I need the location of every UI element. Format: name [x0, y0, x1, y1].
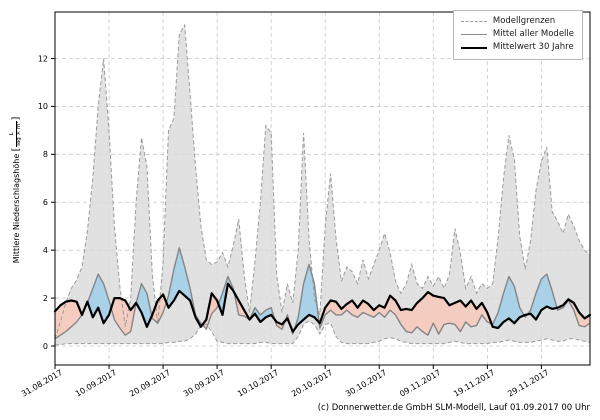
x-tick-label: 20.09.2017	[128, 368, 172, 399]
model-min-line	[55, 320, 591, 346]
unit-denominator: Tag × m²	[15, 121, 22, 147]
y-axis-label: Mittlere Niederschlagshöhe [L Tag × m²]	[9, 70, 28, 310]
model-max-line	[54, 23, 591, 339]
legend-label: Mittelwert 30 Jahre	[492, 42, 574, 53]
legend-item-modellgrenzen: Modellgrenzen	[460, 15, 574, 28]
above-normal-fill	[491, 276, 525, 328]
y-tick-label: 12	[38, 54, 48, 63]
x-tick-label: 31.08.2017	[20, 368, 64, 399]
model-range-band	[55, 25, 590, 345]
x-tick-label: 10.09.2017	[74, 368, 118, 399]
black-line-sample-icon	[460, 46, 487, 49]
above-normal-fill	[249, 307, 275, 322]
y-tick-label: 8	[43, 150, 48, 159]
x-tick-label: 30.10.2017	[344, 368, 388, 399]
x-tick-label: 10.10.2017	[236, 368, 280, 399]
x-tick-label: 20.10.2017	[290, 368, 334, 399]
model-mean-line	[54, 247, 591, 340]
above-normal-fill	[87, 274, 112, 324]
dashed-line-sample-icon	[460, 21, 487, 23]
y-axis-label-text: Mittlere Niederschlagshöhe	[11, 153, 21, 264]
legend-label: Modellgrenzen	[492, 16, 556, 26]
legend-item-mittel-aller-modelle: Mittel aller Modelle	[460, 28, 574, 41]
unit-bracket-open: [	[11, 147, 22, 152]
y-tick-label: 4	[43, 246, 48, 255]
x-tick-label: 09.11.2017	[398, 368, 442, 399]
y-tick-label: 0	[43, 342, 48, 351]
climate-mean-line	[53, 282, 592, 333]
x-tick-label: 30.09.2017	[182, 368, 226, 399]
unit-bracket-close: ]	[11, 116, 22, 121]
unit-fraction: L Tag × m²	[9, 121, 23, 147]
below-normal-fill	[556, 299, 590, 327]
gray-line-sample-icon	[460, 34, 487, 36]
below-normal-fill	[55, 300, 82, 339]
below-normal-fill	[111, 298, 137, 336]
y-tick-label: 10	[38, 102, 48, 111]
legend: Modellgrenzen Mittel aller Modelle Mitte…	[452, 10, 583, 60]
x-tick-label: 29.11.2017	[506, 368, 550, 399]
y-tick-label: 6	[43, 198, 48, 207]
legend-item-mittelwert-30-jahre: Mittelwert 30 Jahre	[460, 41, 574, 54]
above-normal-fill	[136, 283, 152, 327]
plot-border	[54, 11, 591, 366]
x-tick-label: 19.11.2017	[452, 368, 496, 399]
above-normal-fill	[527, 274, 557, 320]
copyright-caption: (c) Donnerwetter.de GmbH SLM-Modell, Lau…	[317, 403, 590, 413]
legend-label: Mittel aller Modelle	[492, 29, 574, 40]
y-tick-label: 2	[43, 294, 48, 303]
